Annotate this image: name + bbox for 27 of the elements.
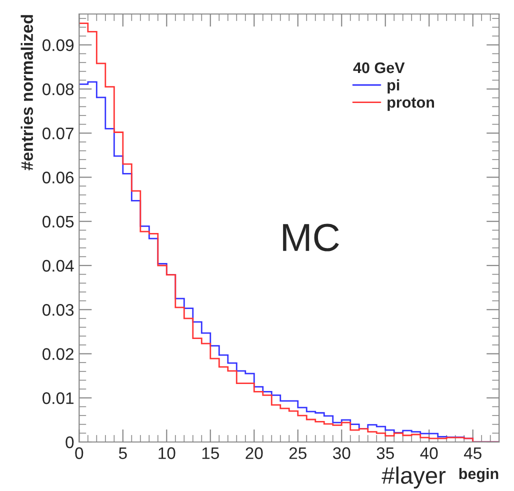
legend-title: 40 GeV bbox=[353, 62, 405, 74]
x-tick-label: 45 bbox=[464, 447, 482, 460]
y-tick-label: 0.05 bbox=[42, 216, 74, 228]
y-tick-label: 0.04 bbox=[42, 260, 74, 272]
x-tick-label: 20 bbox=[246, 447, 263, 460]
x-tick-label: 10 bbox=[158, 447, 176, 460]
x-tick-label: 30 bbox=[332, 447, 350, 460]
y-axis-title: #entries normalized bbox=[20, 15, 34, 170]
annotation: MC bbox=[283, 224, 339, 252]
x-tick-label: 5 bbox=[118, 447, 127, 460]
x-tick-label: 35 bbox=[376, 447, 394, 460]
y-tick-label: 0.06 bbox=[42, 172, 74, 184]
legend-label: pi bbox=[388, 79, 400, 94]
y-tick-label: 0.02 bbox=[42, 348, 74, 360]
y-tick-label: 0.09 bbox=[42, 39, 74, 52]
x-tick-label: 0 bbox=[75, 447, 84, 460]
legend-label: proton bbox=[388, 98, 434, 111]
x-tick-label: 15 bbox=[202, 447, 219, 460]
y-tick-label: 0.07 bbox=[42, 128, 74, 140]
y-tick-label: 0.03 bbox=[42, 304, 74, 316]
x-axis-title: begin bbox=[459, 468, 498, 482]
y-tick-label: 0.01 bbox=[42, 392, 74, 404]
y-tick-label: 0.08 bbox=[42, 83, 74, 96]
x-tick-label: 25 bbox=[289, 447, 306, 460]
x-tick-label: 40 bbox=[420, 447, 438, 460]
y-tick-label: 0 bbox=[66, 436, 74, 448]
text: #layer bbox=[382, 466, 446, 489]
